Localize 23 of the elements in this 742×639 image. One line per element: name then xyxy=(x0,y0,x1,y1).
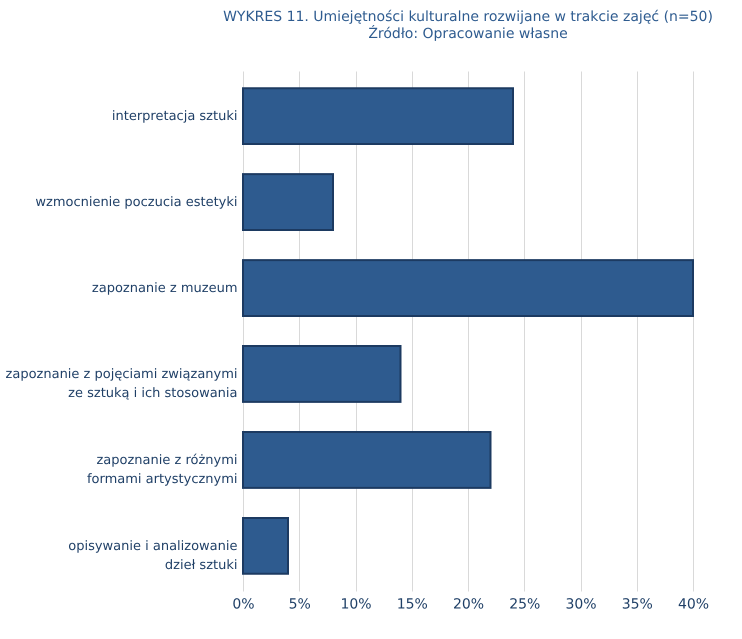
x-tick-label: 15% xyxy=(396,596,428,612)
bar xyxy=(242,87,514,146)
y-tick-label: opisywanie i analizowanie dzieł sztuki xyxy=(68,538,238,573)
bar xyxy=(242,259,694,317)
y-tick-label: zapoznanie z muzeum xyxy=(92,281,238,296)
bar xyxy=(242,345,402,403)
x-tick-label: 0% xyxy=(232,596,255,612)
bar xyxy=(242,173,334,232)
chart-title: WYKRES 11. Umiejętności kulturalne rozwijane w trakcie zajęć (n=50) xyxy=(223,9,713,25)
bar xyxy=(242,516,289,575)
chart-subtitle: Źródło: Opracowanie własne xyxy=(368,25,568,42)
x-tick-label: 30% xyxy=(565,596,597,612)
x-tick-label: 10% xyxy=(340,596,372,612)
x-tick-label: 20% xyxy=(452,596,484,612)
x-tick-label: 35% xyxy=(622,596,653,612)
y-tick-label: interpretacja sztuki xyxy=(112,109,238,124)
x-tick-label: 5% xyxy=(288,596,311,612)
y-tick-label: zapoznanie z pojęciami związanymi ze sztuką i ich stosowania xyxy=(6,366,238,401)
y-tick-label: zapoznanie z różnymi formami artystycznymi xyxy=(86,452,238,487)
bar xyxy=(242,430,492,489)
x-tick-label: 25% xyxy=(509,596,540,612)
y-tick-label: wzmocnienie poczucia estetyki xyxy=(35,195,238,210)
x-tick-label: 40% xyxy=(678,596,710,612)
